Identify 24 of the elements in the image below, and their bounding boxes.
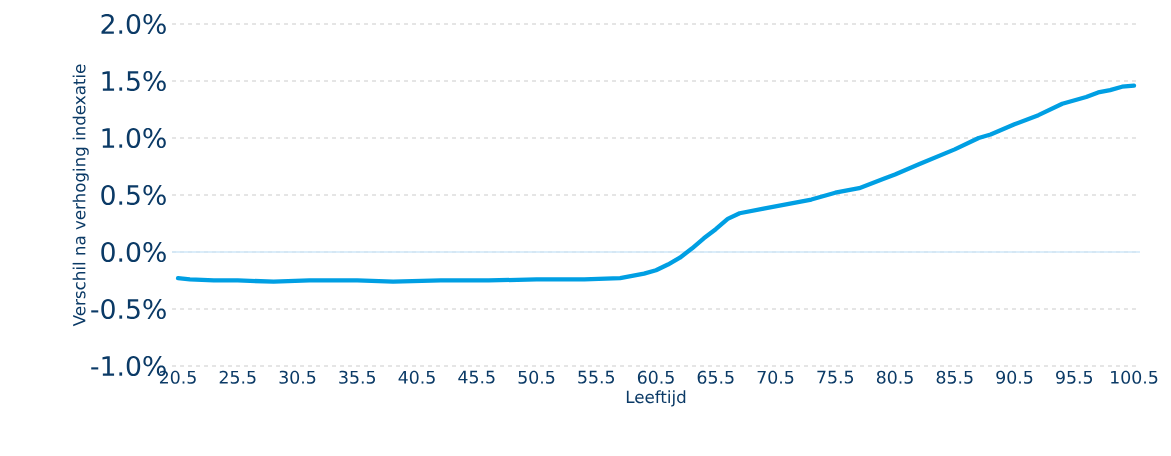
x-tick-label: 25.5 bbox=[219, 370, 256, 384]
x-tick-label: 40.5 bbox=[398, 370, 435, 384]
x-tick-label: 30.5 bbox=[279, 370, 316, 384]
x-tick-label: 65.5 bbox=[697, 370, 734, 384]
y-tick-label: 0.0% bbox=[101, 241, 166, 263]
x-tick-label: 55.5 bbox=[578, 370, 615, 384]
x-axis-title: Leeftijd bbox=[626, 390, 686, 407]
x-tick-label: 60.5 bbox=[637, 370, 674, 384]
x-tick-label: 90.5 bbox=[996, 370, 1033, 384]
x-tick-label: 95.5 bbox=[1056, 370, 1093, 384]
y-tick-label: -0.5% bbox=[91, 298, 166, 320]
y-tick-label: 2.0% bbox=[101, 13, 166, 35]
x-tick-label: 35.5 bbox=[339, 370, 376, 384]
x-tick-label: 70.5 bbox=[757, 370, 794, 384]
x-tick-label: 100.5 bbox=[1111, 370, 1158, 384]
x-tick-label: 45.5 bbox=[458, 370, 495, 384]
x-tick-label: 80.5 bbox=[876, 370, 913, 384]
y-axis-title: Verschil na verhoging indexatie bbox=[72, 64, 89, 327]
x-tick-label: 50.5 bbox=[518, 370, 555, 384]
y-tick-label: 1.0% bbox=[102, 127, 166, 149]
x-tick-label: 85.5 bbox=[936, 370, 973, 384]
y-tick-label: 0.5% bbox=[101, 184, 166, 206]
y-tick-label: 1.5% bbox=[102, 70, 166, 92]
x-tick-label: 75.5 bbox=[817, 370, 854, 384]
